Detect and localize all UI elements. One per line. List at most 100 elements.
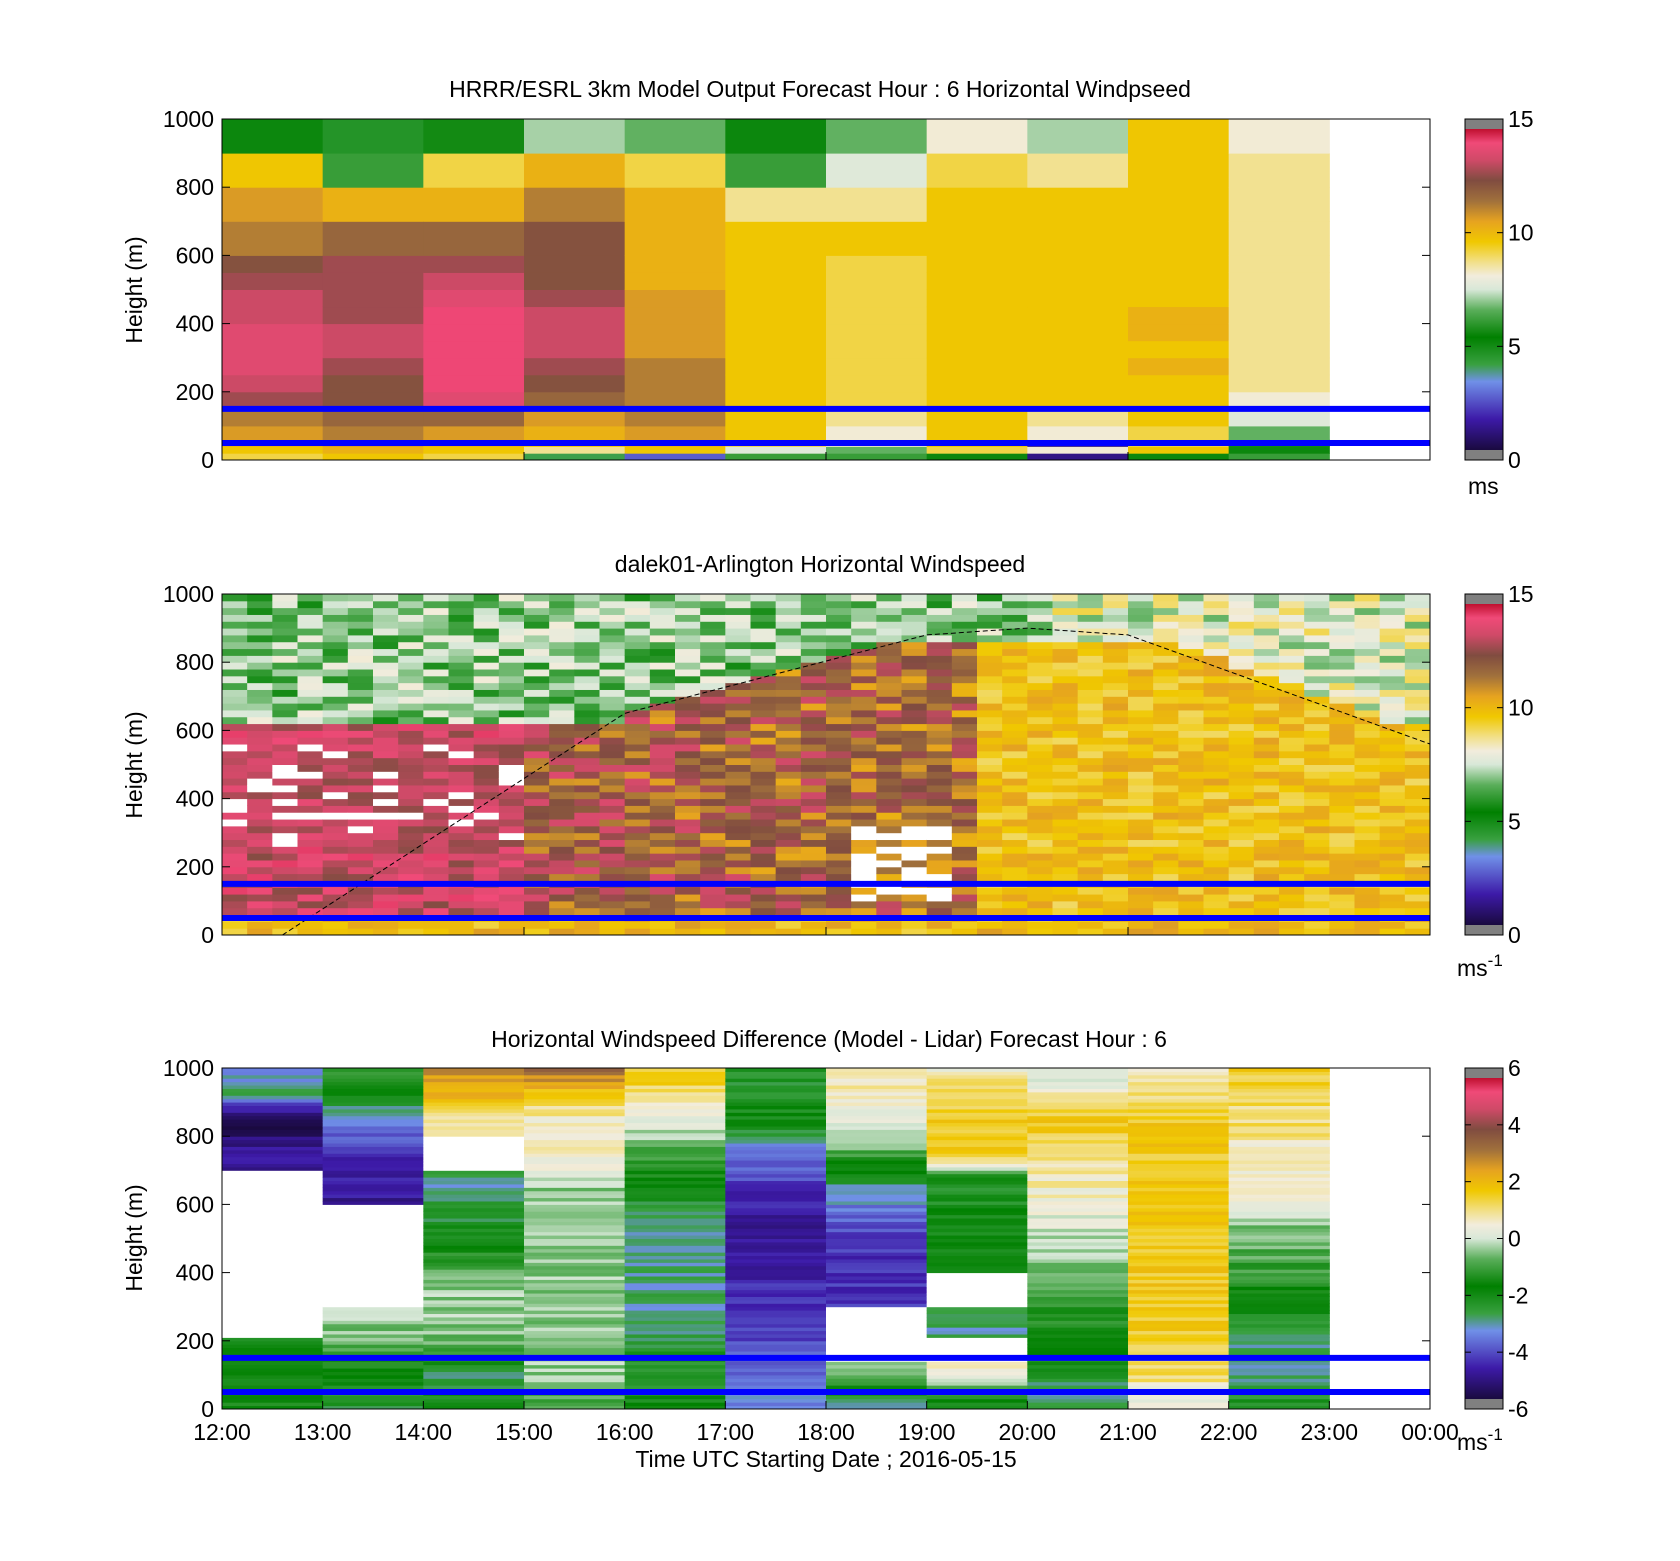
x-tick-label: 20:00 [999,1419,1057,1445]
heatmap-cell [599,628,626,636]
heatmap-cell [725,1204,827,1209]
heatmap-cell [1102,853,1129,861]
heatmap-cell [926,1235,1028,1239]
heatmap-cell [473,648,500,656]
heatmap-cell [524,1173,626,1178]
heatmap-cell [725,764,751,772]
heatmap-cell [926,1296,1028,1301]
heatmap-cell [700,819,726,827]
heatmap-cell [725,1265,827,1270]
heatmap-cell [272,866,298,875]
heatmap-cell [524,859,550,868]
heatmap-cell [1178,887,1204,895]
heatmap-cell [1228,1265,1330,1270]
heatmap-cell [624,703,651,711]
heatmap-cell [1102,791,1129,800]
heatmap-cell [624,1255,726,1260]
heatmap-cell [1128,1241,1230,1246]
heatmap-cell [725,1279,827,1284]
heatmap-cell [926,1368,1028,1372]
heatmap-cell [1228,1286,1330,1291]
heatmap-cell [1128,1180,1230,1185]
heatmap-cell [826,1313,928,1318]
heatmap-cell [423,1207,525,1212]
heatmap-cell [297,812,324,820]
heatmap-cell [876,778,902,786]
heatmap-cell [549,669,575,677]
heatmap-cell [1379,866,1406,875]
heatmap-cell [1002,655,1028,663]
heatmap-cell [1178,791,1204,800]
heatmap-cell [347,648,374,656]
heatmap-cell [951,894,978,902]
heatmap-cell [926,928,953,935]
heatmap-cell [322,425,424,441]
panel-difference-xlabel: Time UTC Starting Date ; 2016-05-15 [635,1446,1016,1472]
heatmap-cell [775,791,802,800]
heatmap-cell [901,716,928,725]
heatmap-cell [498,669,525,677]
heatmap-cell [624,1214,726,1219]
heatmap-cell [1379,771,1406,779]
heatmap-cell [1379,744,1406,752]
heatmap-cell [800,894,827,902]
heatmap-cell [926,1194,1028,1199]
heatmap-cell [524,1098,626,1103]
heatmap-cell [1329,682,1355,690]
heatmap-cell [524,737,550,745]
heatmap-cell [373,887,399,895]
heatmap-cell [750,744,777,752]
heatmap-cell [1329,778,1355,786]
heatmap-cell [1027,289,1129,308]
heatmap-cell [1178,621,1204,629]
heatmap-cell [1203,669,1230,677]
colorbar-tick-label: 5 [1508,333,1521,359]
heatmap-cell [901,750,928,759]
heatmap-cell [498,873,525,881]
heatmap-cell [725,1153,827,1158]
heatmap-cell [222,1183,324,1188]
heatmap-cell [448,887,475,895]
panel-lidar-colorbar-unit: ms [1457,955,1488,981]
heatmap-cell [322,1231,424,1236]
heatmap-cell [1253,641,1280,650]
heatmap-cell [222,1272,324,1277]
heatmap-cell [725,1378,827,1383]
heatmap-cell [926,771,953,779]
heatmap-cell [599,723,626,731]
heatmap-cell [222,1173,324,1178]
heatmap-cell [926,689,953,697]
heatmap-cell [1077,894,1104,902]
heatmap-cell [1178,859,1204,868]
heatmap-cell [1203,737,1230,745]
heatmap-cell [1253,791,1280,800]
heatmap-cell [1354,600,1381,609]
heatmap-cell [423,819,449,827]
heatmap-cell [1153,628,1179,636]
heatmap-cell [1203,894,1230,902]
heatmap-cell [423,1316,525,1321]
heatmap-cell [775,873,802,881]
heatmap-cell [222,408,324,427]
heatmap-cell [1304,628,1330,636]
heatmap-cell [675,791,701,800]
heatmap-cell [222,1125,324,1130]
heatmap-cell [222,446,324,454]
heatmap-cell [322,866,349,875]
heatmap-cell [1404,819,1430,827]
heatmap-cell [926,832,953,841]
heatmap-cell [1027,1323,1129,1328]
heatmap-cell [1228,716,1255,725]
heatmap-cell [448,600,475,609]
heatmap-cell [1002,798,1028,806]
heatmap-cell [624,1122,726,1127]
heatmap-cell [423,1204,525,1209]
heatmap-cell [649,832,676,841]
heatmap-cell [524,1228,626,1233]
heatmap-cell [524,1177,626,1182]
heatmap-cell [977,628,1003,636]
heatmap-cell [800,634,827,643]
heatmap-cell [322,894,349,902]
heatmap-cell [524,1129,626,1134]
heatmap-cell [851,907,877,916]
